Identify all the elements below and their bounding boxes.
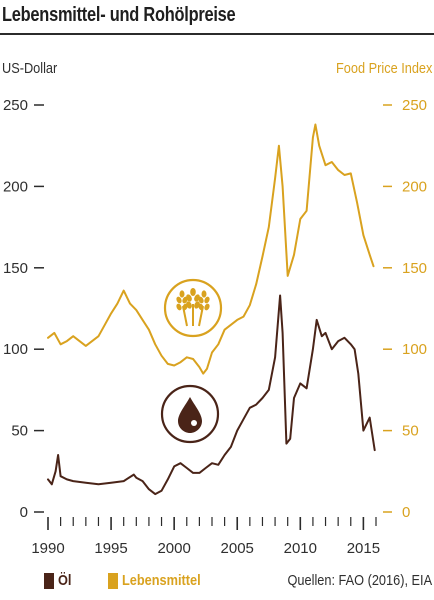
right-axis-label: Food Price Index (335, 60, 432, 77)
series-line-food (47, 123, 375, 375)
right-y-tick-label: 0 (402, 504, 410, 521)
legend-footer: Öl Lebensmittel Quellen: FAO (2016), EIA (0, 572, 434, 594)
legend-label-oil: Öl (58, 572, 72, 589)
right-y-tick-label: 250 (402, 97, 427, 114)
legend-swatch-oil (44, 572, 54, 589)
x-axis: 1990 1995 2000 2005 2010 2015 (31, 517, 380, 557)
right-y-tick-label: 100 (402, 341, 427, 358)
chart-svg: 0 50 100 150 200 250 0 50 100 150 200 250 1990 1995… (3, 97, 427, 557)
chart-title: Lebensmittel- und Rohölpreise (2, 4, 236, 26)
x-tick-label: 1995 (94, 540, 127, 557)
right-y-tick-label: 150 (402, 260, 427, 277)
legend-label-food: Lebensmittel (122, 572, 201, 589)
left-y-tick-label: 0 (20, 504, 28, 521)
right-y-tick-label: 200 (402, 178, 427, 195)
x-tick-label: 1990 (31, 540, 64, 557)
right-y-axis: 0 50 100 150 200 250 (383, 97, 427, 521)
legend-swatch-food (108, 572, 118, 589)
left-y-tick-label: 150 (3, 260, 28, 277)
series-lines (47, 123, 376, 496)
x-tick-label: 2015 (347, 540, 380, 557)
left-y-tick-label: 100 (3, 341, 28, 358)
legend-item-oil: Öl (44, 572, 74, 589)
right-y-tick-label: 50 (402, 423, 419, 440)
series-line-oil (47, 294, 376, 496)
left-y-tick-label: 50 (11, 423, 28, 440)
title-divider (0, 33, 434, 35)
x-tick-label: 2010 (284, 540, 317, 557)
wheat-icon (163, 278, 223, 338)
legend-item-food: Lebensmittel (108, 572, 215, 589)
x-tick-label: 2000 (157, 540, 190, 557)
x-tick-label: 2005 (221, 540, 254, 557)
left-axis-label: US-Dollar (2, 60, 58, 77)
left-y-tick-label: 200 (3, 178, 28, 195)
oil-drop-icon (160, 384, 220, 444)
left-y-axis: 0 50 100 150 200 250 (3, 97, 44, 521)
left-y-tick-label: 250 (3, 97, 28, 114)
source-note: Quellen: FAO (2016), EIA (287, 572, 432, 589)
